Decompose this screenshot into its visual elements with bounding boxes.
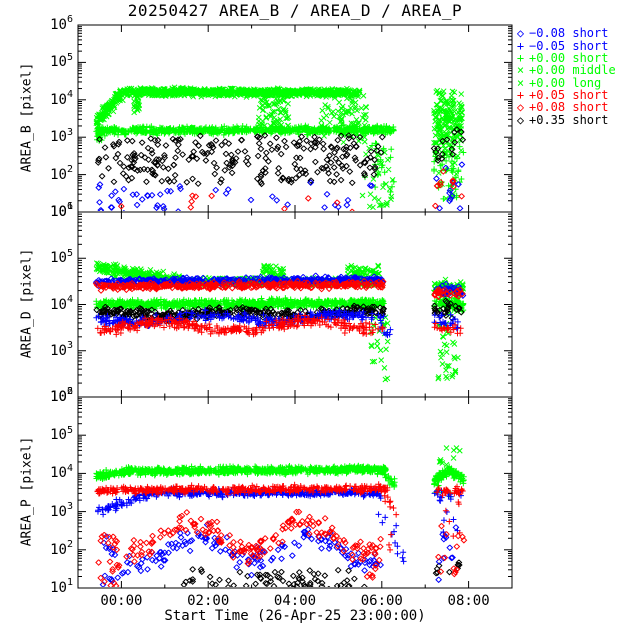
legend-entry: × +0.00 middle [512,64,640,77]
legend-entry: × +0.00 long [512,75,640,90]
x-axis-label: Start Time (26-Apr-25 23:00:00) [164,608,426,624]
legend-entry: + +0.00 short [512,52,640,65]
y-tick-label: 103 [50,500,73,520]
legend-entry: + +0.05 short [512,87,640,102]
legend-marker-cross-icon: × [516,63,525,78]
legend-label: +0.08 short [529,100,609,115]
x-tick-label: 00:00 [100,593,143,609]
legend-marker-diamond-icon: ◇ [516,26,525,41]
y-tick-label: 102 [50,163,73,183]
legend-label: −0.05 short [529,38,609,53]
legend-label: +0.00 long [529,75,602,90]
legend-label: +0.00 short [529,51,609,65]
x-tick-label: 08:00 [447,593,490,609]
legend-label: −0.08 short [529,26,609,41]
y-tick-label: 106 [50,14,73,33]
x-tick-label: 06:00 [360,593,403,609]
y-tick-label: 105 [50,247,73,267]
y-tick-label: 106 [50,386,73,405]
y-tick-label: 106 [50,201,73,220]
x-tick-label: 04:00 [273,593,317,609]
y-tick-label: 105 [50,51,73,71]
legend-marker-plus-icon: + [516,38,525,53]
y-tick-label: 103 [50,126,73,146]
legend-entry: ◇ +0.35 short [512,112,640,127]
legend-marker-plus-icon: + [516,51,525,65]
y-tick-label: 104 [50,89,73,108]
legend-label: +0.05 short [529,87,609,102]
y-tick-label: 104 [50,293,73,313]
legend-marker-diamond-icon: ◇ [516,112,525,127]
y-tick-label: 101 [50,201,73,220]
y-axis-label-area-p: AREA_P [pixel] [19,436,35,547]
legend-label: +0.35 short [529,112,609,127]
y-axis-label-area-b: AREA_B [pixel] [19,62,35,173]
y-tick-label: 102 [50,539,73,558]
y-tick-label: 105 [50,424,73,444]
y-tick-label: 104 [50,462,73,482]
page-title: 20250427 AREA_B / AREA_D / AREA_P [127,1,463,20]
legend-label: +0.00 middle [529,63,616,78]
legend-marker-cross-icon: × [516,75,525,90]
y-tick-label: 102 [50,386,73,405]
legend-marker-diamond-icon: ◇ [516,100,525,115]
legend-entry: ◇ +0.08 short [512,101,640,114]
y-axis-label-area-d: AREA_D [pixel] [19,248,35,359]
legend-entry: ◇ −0.08 short [512,27,640,40]
y-tick-label: 103 [50,340,73,359]
legend-entry: + −0.05 short [512,38,640,53]
legend-marker-plus-icon: + [516,87,525,102]
x-tick-label: 02:00 [187,593,230,609]
y-tick-label: 101 [50,577,73,596]
